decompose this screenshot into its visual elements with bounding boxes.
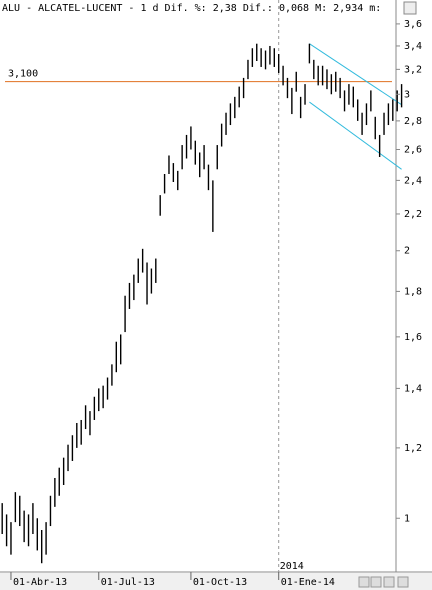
y-tick-label: 1,6 <box>404 332 422 343</box>
scroll-button[interactable] <box>370 576 382 588</box>
scroll-button[interactable] <box>397 576 409 588</box>
channel-line <box>309 43 402 106</box>
price-line-label: 3,100 <box>8 69 38 80</box>
y-tick-label: 3,6 <box>404 19 422 30</box>
scroll-button[interactable] <box>358 576 370 588</box>
x-tick-label: 01-Jul-13 <box>101 577 155 588</box>
y-tick-label: 2,6 <box>404 144 422 155</box>
chart-title: ALU - ALCATEL-LUCENT - 1 d Dif. %: 2,38 … <box>2 3 381 14</box>
y-tick-label: 2,2 <box>404 209 422 220</box>
y-tick-label: 1,4 <box>404 383 422 394</box>
x-tick-label: 01-Abr-13 <box>13 577 67 588</box>
y-tick-label: 2,8 <box>404 116 422 127</box>
y-tick-label: 1,8 <box>404 286 422 297</box>
y-tick-label: 2 <box>404 246 410 257</box>
scroll-buttons[interactable] <box>358 576 409 588</box>
y-tick-label: 1 <box>404 513 410 524</box>
menu-button[interactable] <box>403 1 417 15</box>
y-tick-label: 2,4 <box>404 175 422 186</box>
scroll-button[interactable] <box>383 576 395 588</box>
y-tick-label: 3 <box>404 89 410 100</box>
x-tick-label: 01-Oct-13 <box>193 577 247 588</box>
x-axis-band <box>0 573 432 590</box>
x-tick-label: 01-Ene-14 <box>281 577 335 588</box>
channel-line <box>309 101 402 170</box>
y-tick-label: 3,2 <box>404 64 422 75</box>
y-tick-label: 3,4 <box>404 41 422 52</box>
y-tick-label: 1,2 <box>404 443 422 454</box>
year-label: 2014 <box>280 561 304 572</box>
